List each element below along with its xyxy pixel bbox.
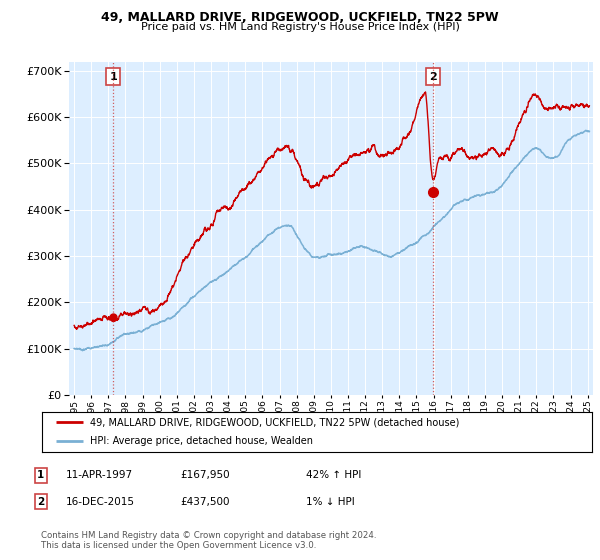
Text: Price paid vs. HM Land Registry's House Price Index (HPI): Price paid vs. HM Land Registry's House …	[140, 22, 460, 32]
Text: Contains HM Land Registry data © Crown copyright and database right 2024.
This d: Contains HM Land Registry data © Crown c…	[41, 531, 376, 550]
Text: 11-APR-1997: 11-APR-1997	[66, 470, 133, 480]
Text: 2: 2	[429, 72, 437, 82]
Text: 42% ↑ HPI: 42% ↑ HPI	[306, 470, 361, 480]
Text: £167,950: £167,950	[180, 470, 230, 480]
Text: 1: 1	[109, 72, 117, 82]
Text: 2: 2	[37, 497, 44, 507]
Text: 1% ↓ HPI: 1% ↓ HPI	[306, 497, 355, 507]
Text: £437,500: £437,500	[180, 497, 229, 507]
Text: HPI: Average price, detached house, Wealden: HPI: Average price, detached house, Weal…	[91, 436, 313, 446]
Text: 49, MALLARD DRIVE, RIDGEWOOD, UCKFIELD, TN22 5PW: 49, MALLARD DRIVE, RIDGEWOOD, UCKFIELD, …	[101, 11, 499, 24]
Text: 49, MALLARD DRIVE, RIDGEWOOD, UCKFIELD, TN22 5PW (detached house): 49, MALLARD DRIVE, RIDGEWOOD, UCKFIELD, …	[91, 418, 460, 427]
Text: 16-DEC-2015: 16-DEC-2015	[66, 497, 135, 507]
Text: 1: 1	[37, 470, 44, 480]
